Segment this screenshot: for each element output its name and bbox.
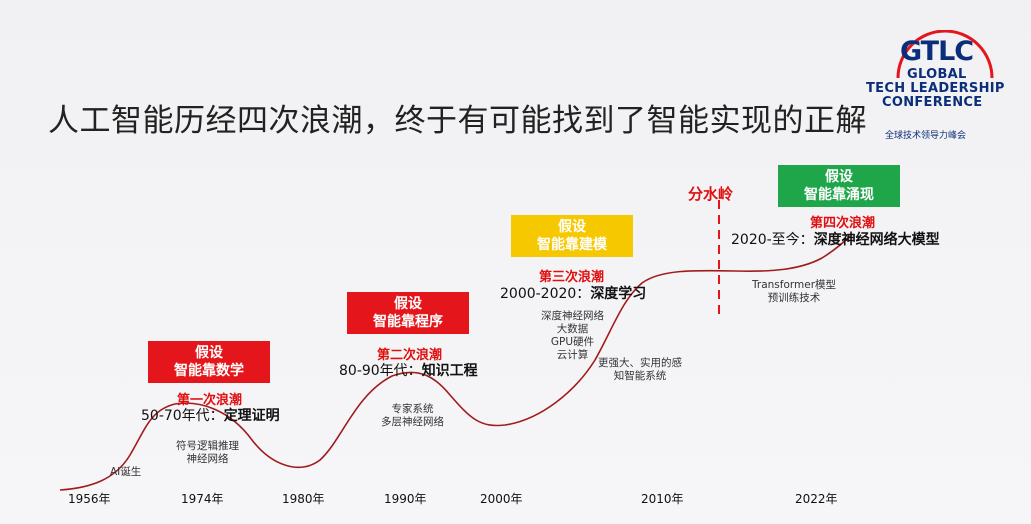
hypothesis-1-line2: 智能靠数学 (174, 363, 244, 379)
wave-4-topic: 深度神经网络大模型 (813, 232, 940, 248)
year-label: 1990年 (384, 492, 427, 506)
note-item: 多层神经网络 (381, 416, 444, 428)
note-item: 更强大、实用的感 (598, 357, 682, 369)
note-item: Transformer模型 (752, 279, 837, 291)
note-item: 神经网络 (186, 453, 229, 465)
wave-4-period: 2020-至今： (731, 232, 814, 248)
hypothesis-3-line2: 智能靠建模 (537, 237, 607, 253)
wave-3-notes: 深度神经网络 大数据 GPU硬件 云计算 (541, 310, 604, 362)
watershed-label: 分水岭 (688, 185, 734, 203)
logo-line-2: TECH LEADERSHIP (866, 81, 1005, 96)
wave-1-topic: 定理证明 (223, 408, 280, 424)
year-label: 2010年 (641, 492, 684, 506)
note-item: 云计算 (556, 349, 589, 361)
slide-title: 人工智能历经四次浪潮，终于有可能找到了智能实现的正解 (48, 103, 867, 139)
note-item: GPU硬件 (550, 336, 595, 348)
wave-2-period: 80-90年代： (339, 363, 422, 379)
note-item: 符号逻辑推理 (176, 440, 239, 452)
wave-1-period: 50-70年代： (141, 408, 224, 424)
wave-4-desc: 2020-至今：深度神经网络大模型 (731, 229, 940, 249)
logo-line-1: GLOBAL (907, 67, 967, 82)
wave-4-label: 第四次浪潮 (810, 216, 876, 231)
note-item: 知智能系统 (613, 370, 667, 382)
wave-4-notes: Transformer模型 预训练技术 (752, 279, 836, 305)
hypothesis-4-line1: 假设 (825, 169, 853, 185)
wave-1-desc: 50-70年代：定理证明 (141, 405, 280, 425)
curve-path (59, 235, 851, 491)
year-label: 2022年 (795, 492, 838, 506)
wave-3-period: 2000-2020： (500, 286, 591, 302)
year-label: 1974年 (181, 492, 224, 506)
wave-1-notes: 符号逻辑推理 神经网络 (176, 440, 239, 466)
wave-2-notes: 专家系统 多层神经网络 (381, 403, 444, 429)
year-label: 1980年 (282, 492, 325, 506)
logo-line-3: CONFERENCE (882, 95, 983, 110)
year-label: 1956年 (68, 492, 111, 506)
note-item: 深度神经网络 (541, 310, 604, 322)
logo-arc-icon (896, 30, 994, 79)
wave-3-label: 第三次浪潮 (539, 270, 605, 285)
hypothesis-4-line2: 智能靠涌现 (804, 187, 874, 203)
logo-acronym: GTLC (900, 36, 974, 67)
wave-1-label: 第一次浪潮 (177, 393, 243, 408)
hypothesis-2-line2: 智能靠程序 (373, 314, 443, 330)
wave-2-label: 第二次浪潮 (377, 348, 443, 363)
wave-2-desc: 80-90年代：知识工程 (339, 360, 478, 380)
hypothesis-3-line1: 假设 (558, 219, 586, 235)
wave-3-desc: 2000-2020：深度学习 (500, 283, 646, 303)
practical-systems-note: 更强大、实用的感 知智能系统 (598, 357, 682, 383)
note-item: 专家系统 (391, 403, 434, 415)
hypothesis-2-line1: 假设 (394, 296, 422, 312)
year-label: 2000年 (480, 492, 523, 506)
wave-3-topic: 深度学习 (590, 286, 647, 302)
hypothesis-box-3: 假设 智能靠建模 (511, 215, 633, 257)
logo-chinese: 全球技术领导力峰会 (885, 131, 967, 141)
gtlc-logo: GTLC GLOBAL TECH LEADERSHIP CONFERENCE 全… (862, 30, 1022, 145)
hypothesis-box-4: 假设 智能靠涌现 (778, 165, 900, 207)
wave-2-topic: 知识工程 (421, 363, 478, 379)
note-item: 大数据 (556, 323, 589, 335)
note-item: 预训练技术 (767, 292, 821, 304)
hypothesis-1-line1: 假设 (195, 345, 223, 361)
hypothesis-box-2: 假设 智能靠程序 (347, 292, 469, 334)
hypothesis-box-1: 假设 智能靠数学 (148, 341, 270, 383)
ai-birth-note: AI诞生 (110, 466, 142, 478)
